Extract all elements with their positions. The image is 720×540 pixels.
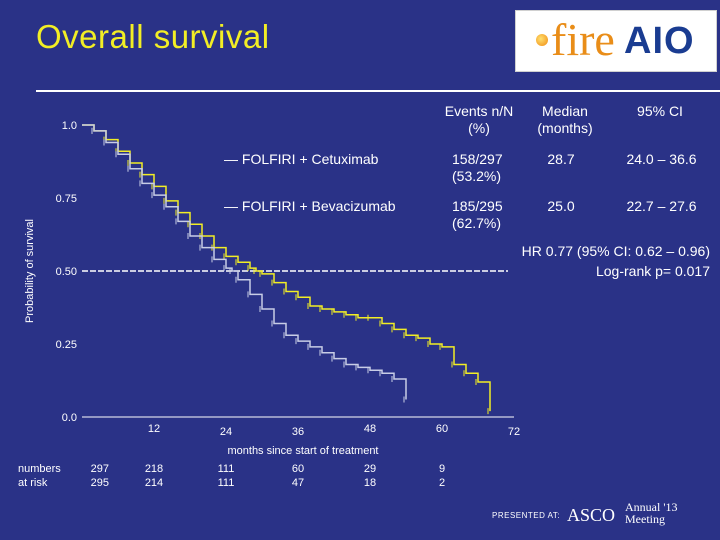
- risk-number-bev: 111: [217, 477, 235, 489]
- risk-number-bev: 18: [363, 477, 377, 489]
- chart-axes: [82, 270, 514, 418]
- x-tick-label: 36: [292, 426, 304, 438]
- log-rank: Log-rank p= 0.017: [595, 263, 710, 279]
- risk-number-cetux: 218: [144, 463, 164, 475]
- risk-number-cetux: 29: [363, 463, 377, 475]
- bevacizumab-events: 185/295 (62.7%): [452, 198, 503, 231]
- sponsor-logo: fire AIO: [515, 10, 717, 72]
- footer-asco-logo: ASCO: [567, 505, 616, 525]
- footer-bar: [0, 497, 720, 540]
- x-tick-label: 12: [148, 423, 160, 435]
- x-tick-label: 72: [508, 426, 520, 438]
- x-tick-label: 24: [220, 426, 232, 438]
- hazard-ratio-block: HR 0.77 (95% CI: 0.62 – 0.96) Log-rank p…: [522, 241, 710, 281]
- x-axis-title: months since start of treatment: [227, 445, 378, 457]
- risk-label-numbers: numbers: [18, 463, 61, 475]
- cetuximab-median: 28.7: [547, 151, 575, 167]
- risk-number-bev: 295: [90, 477, 109, 489]
- risk-number-cetux: 60: [291, 463, 305, 475]
- x-tick-label: 48: [364, 423, 376, 435]
- y-axis-title: Probability of survival: [24, 219, 36, 323]
- table-header-median: Median (months): [537, 103, 593, 136]
- risk-number-bev: 214: [144, 477, 164, 489]
- survival-curve-bevacizumab: [82, 124, 407, 400]
- chart-series: [82, 124, 491, 415]
- risk-label: numbers at risk: [18, 462, 61, 490]
- footer-meeting-line: Meeting: [625, 512, 665, 526]
- legend-bevacizumab: — FOLFIRI + Bevacizumab: [224, 198, 396, 214]
- risk-number-bev: 2: [438, 477, 446, 489]
- footer-presented: PRESENTED AT:: [492, 511, 561, 520]
- chart-labels: 0.0 0.25 0.50 0.75 1.0 12 24 36 48 60 72 months sin…: [24, 120, 520, 457]
- y-tick-label: 0.50: [56, 266, 77, 278]
- footer-annual-line: Annual '13: [625, 500, 678, 514]
- survival-curve-cetuximab: [82, 124, 491, 412]
- logo-dot-icon: [536, 34, 548, 46]
- logo-aio-text: AIO: [624, 20, 695, 62]
- table-header-events: Events n/N (%): [444, 103, 514, 136]
- y-tick-label: 0.0: [62, 412, 77, 424]
- y-tick-label: 0.75: [56, 193, 77, 205]
- y-tick-label: 1.0: [62, 120, 77, 132]
- risk-label-atrisk: at risk: [18, 477, 48, 489]
- footer-annual-meeting: Annual '13 Meeting: [625, 501, 678, 525]
- risk-number-bev: 47: [291, 477, 305, 489]
- legend-cetuximab: — FOLFIRI + Cetuximab: [224, 151, 379, 167]
- x-tick-label: 60: [436, 423, 448, 435]
- slide-title: Overall survival: [36, 18, 270, 55]
- bevacizumab-median: 25.0: [547, 198, 575, 214]
- table-header-ci: 95% CI: [637, 103, 683, 119]
- cetuximab-events: 158/297 (53.2%): [452, 151, 503, 184]
- title-divider: [36, 90, 720, 92]
- risk-number-cetux: 9: [438, 463, 446, 475]
- cetuximab-ci: 24.0 – 36.6: [626, 151, 697, 167]
- risk-number-cetux: 297: [90, 463, 109, 475]
- logo-fire-text: fire: [551, 14, 615, 65]
- y-tick-label: 0.25: [56, 339, 77, 351]
- risk-number-cetux: 111: [217, 463, 235, 475]
- bevacizumab-ci: 22.7 – 27.6: [626, 198, 697, 214]
- hazard-ratio: HR 0.77 (95% CI: 0.62 – 0.96): [521, 243, 710, 259]
